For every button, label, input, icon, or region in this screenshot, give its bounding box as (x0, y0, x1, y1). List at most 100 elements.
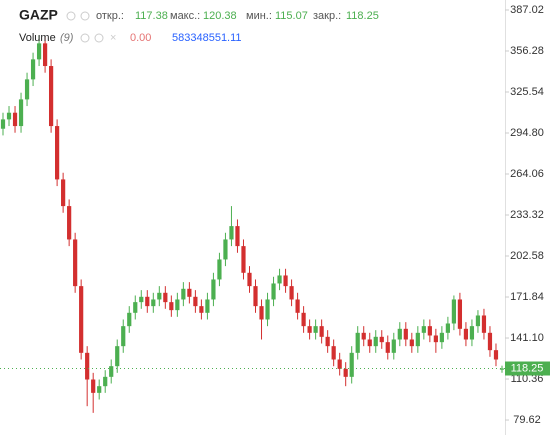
low-label: мин.: (246, 10, 272, 22)
symbol: GAZP (19, 7, 58, 23)
candle-body (307, 326, 312, 333)
candle-body (193, 296, 198, 307)
candle-body (24, 79, 30, 100)
y-tick-label: 110.36 (511, 373, 544, 385)
icon[interactable] (80, 33, 90, 43)
low-value: 115.07 (275, 10, 308, 22)
y-tick-label: 202.58 (510, 250, 544, 262)
candle-body (79, 286, 84, 353)
volume-name: Volume (19, 32, 56, 44)
y-tick-label: 141.10 (510, 332, 544, 344)
candle-body (451, 299, 457, 324)
candle-body (73, 239, 78, 287)
candle-body (493, 350, 499, 360)
y-tick-label: 294.80 (510, 127, 544, 139)
candle-body (151, 299, 156, 307)
y-tick-label: 171.84 (510, 291, 544, 303)
candle-body (487, 332, 493, 351)
candle-body (415, 332, 420, 347)
y-tick-label: 325.54 (510, 86, 544, 98)
candle-body (18, 99, 24, 127)
candle-body (427, 326, 432, 336)
candle-body (337, 359, 342, 369)
candle-body (403, 328, 408, 340)
candle-body (349, 352, 354, 377)
candle-body (48, 66, 54, 127)
candle-body (265, 299, 270, 320)
candle-body (181, 288, 186, 300)
candle-body (42, 43, 48, 67)
candle-body (163, 292, 168, 303)
candle-body (409, 339, 414, 347)
volume-average: 583348551.11 (172, 32, 242, 44)
candle-body (30, 59, 36, 80)
candle-body (463, 328, 469, 340)
y-tick-label: 79.62 (513, 414, 541, 426)
candle-body (355, 332, 360, 353)
candle-body (175, 299, 180, 311)
candle-body (301, 312, 306, 327)
candle-body (385, 342, 390, 353)
candle-body (12, 112, 18, 127)
candle-body (367, 339, 372, 347)
plot-area (0, 35, 505, 413)
y-axis: 387.02 356.28 325.54 294.80 264.06 233.32 202.… (505, 4, 550, 426)
candle-body (229, 226, 234, 240)
header: GAZP откр.: 117.38 макс.: 120.38 мин.: 1… (19, 7, 379, 44)
candle-body (331, 346, 336, 360)
candle-body (36, 43, 42, 60)
open-label: откр.: (96, 10, 124, 22)
candle-body (283, 275, 288, 287)
icon[interactable]: × (110, 32, 116, 44)
candle-body (373, 336, 378, 347)
candle-body (115, 346, 120, 367)
candle-body (235, 226, 240, 247)
candle-body (97, 386, 102, 393)
candle-body (253, 286, 258, 307)
candle-body (55, 126, 60, 180)
candle-body (127, 312, 132, 327)
candle-body (289, 286, 294, 300)
candle-body (433, 335, 438, 343)
candle-body (205, 299, 210, 313)
candle-body (157, 292, 162, 300)
candle-body (319, 326, 324, 337)
y-tick-label: 264.06 (510, 168, 544, 180)
candle-body (277, 275, 282, 284)
candle-body (499, 368, 505, 370)
close-label: закр.: (313, 10, 341, 22)
candle-body (109, 366, 114, 377)
candle-body (241, 246, 246, 273)
candle-body (199, 306, 204, 313)
icon[interactable] (66, 11, 76, 21)
candle-body (145, 296, 150, 307)
candle-body (91, 379, 96, 393)
close-value: 118.25 (346, 10, 379, 22)
candle-body (481, 315, 487, 333)
candle-body (271, 283, 276, 300)
icon[interactable] (80, 11, 90, 21)
high-value: 120.38 (203, 10, 237, 22)
candle-body (445, 323, 450, 333)
candle-body (247, 272, 252, 287)
candle-body (67, 206, 72, 240)
candle-body (259, 306, 264, 320)
candle-body (313, 326, 318, 333)
candle-body (0, 119, 6, 129)
candle-body (379, 336, 384, 343)
y-tick-label: 356.28 (510, 45, 544, 57)
high-label: макс.: (170, 10, 200, 22)
candle-body (421, 326, 426, 333)
candle-body (325, 336, 330, 347)
icon[interactable] (94, 33, 104, 43)
candle-body (397, 328, 402, 340)
candle-body (6, 112, 12, 120)
open-value: 117.38 (135, 10, 168, 22)
candle-body (133, 302, 138, 313)
candle-body (391, 339, 396, 353)
volume-period: (9) (60, 32, 74, 44)
candle-body (121, 326, 126, 347)
last-price-label: 118.25 (511, 362, 544, 374)
